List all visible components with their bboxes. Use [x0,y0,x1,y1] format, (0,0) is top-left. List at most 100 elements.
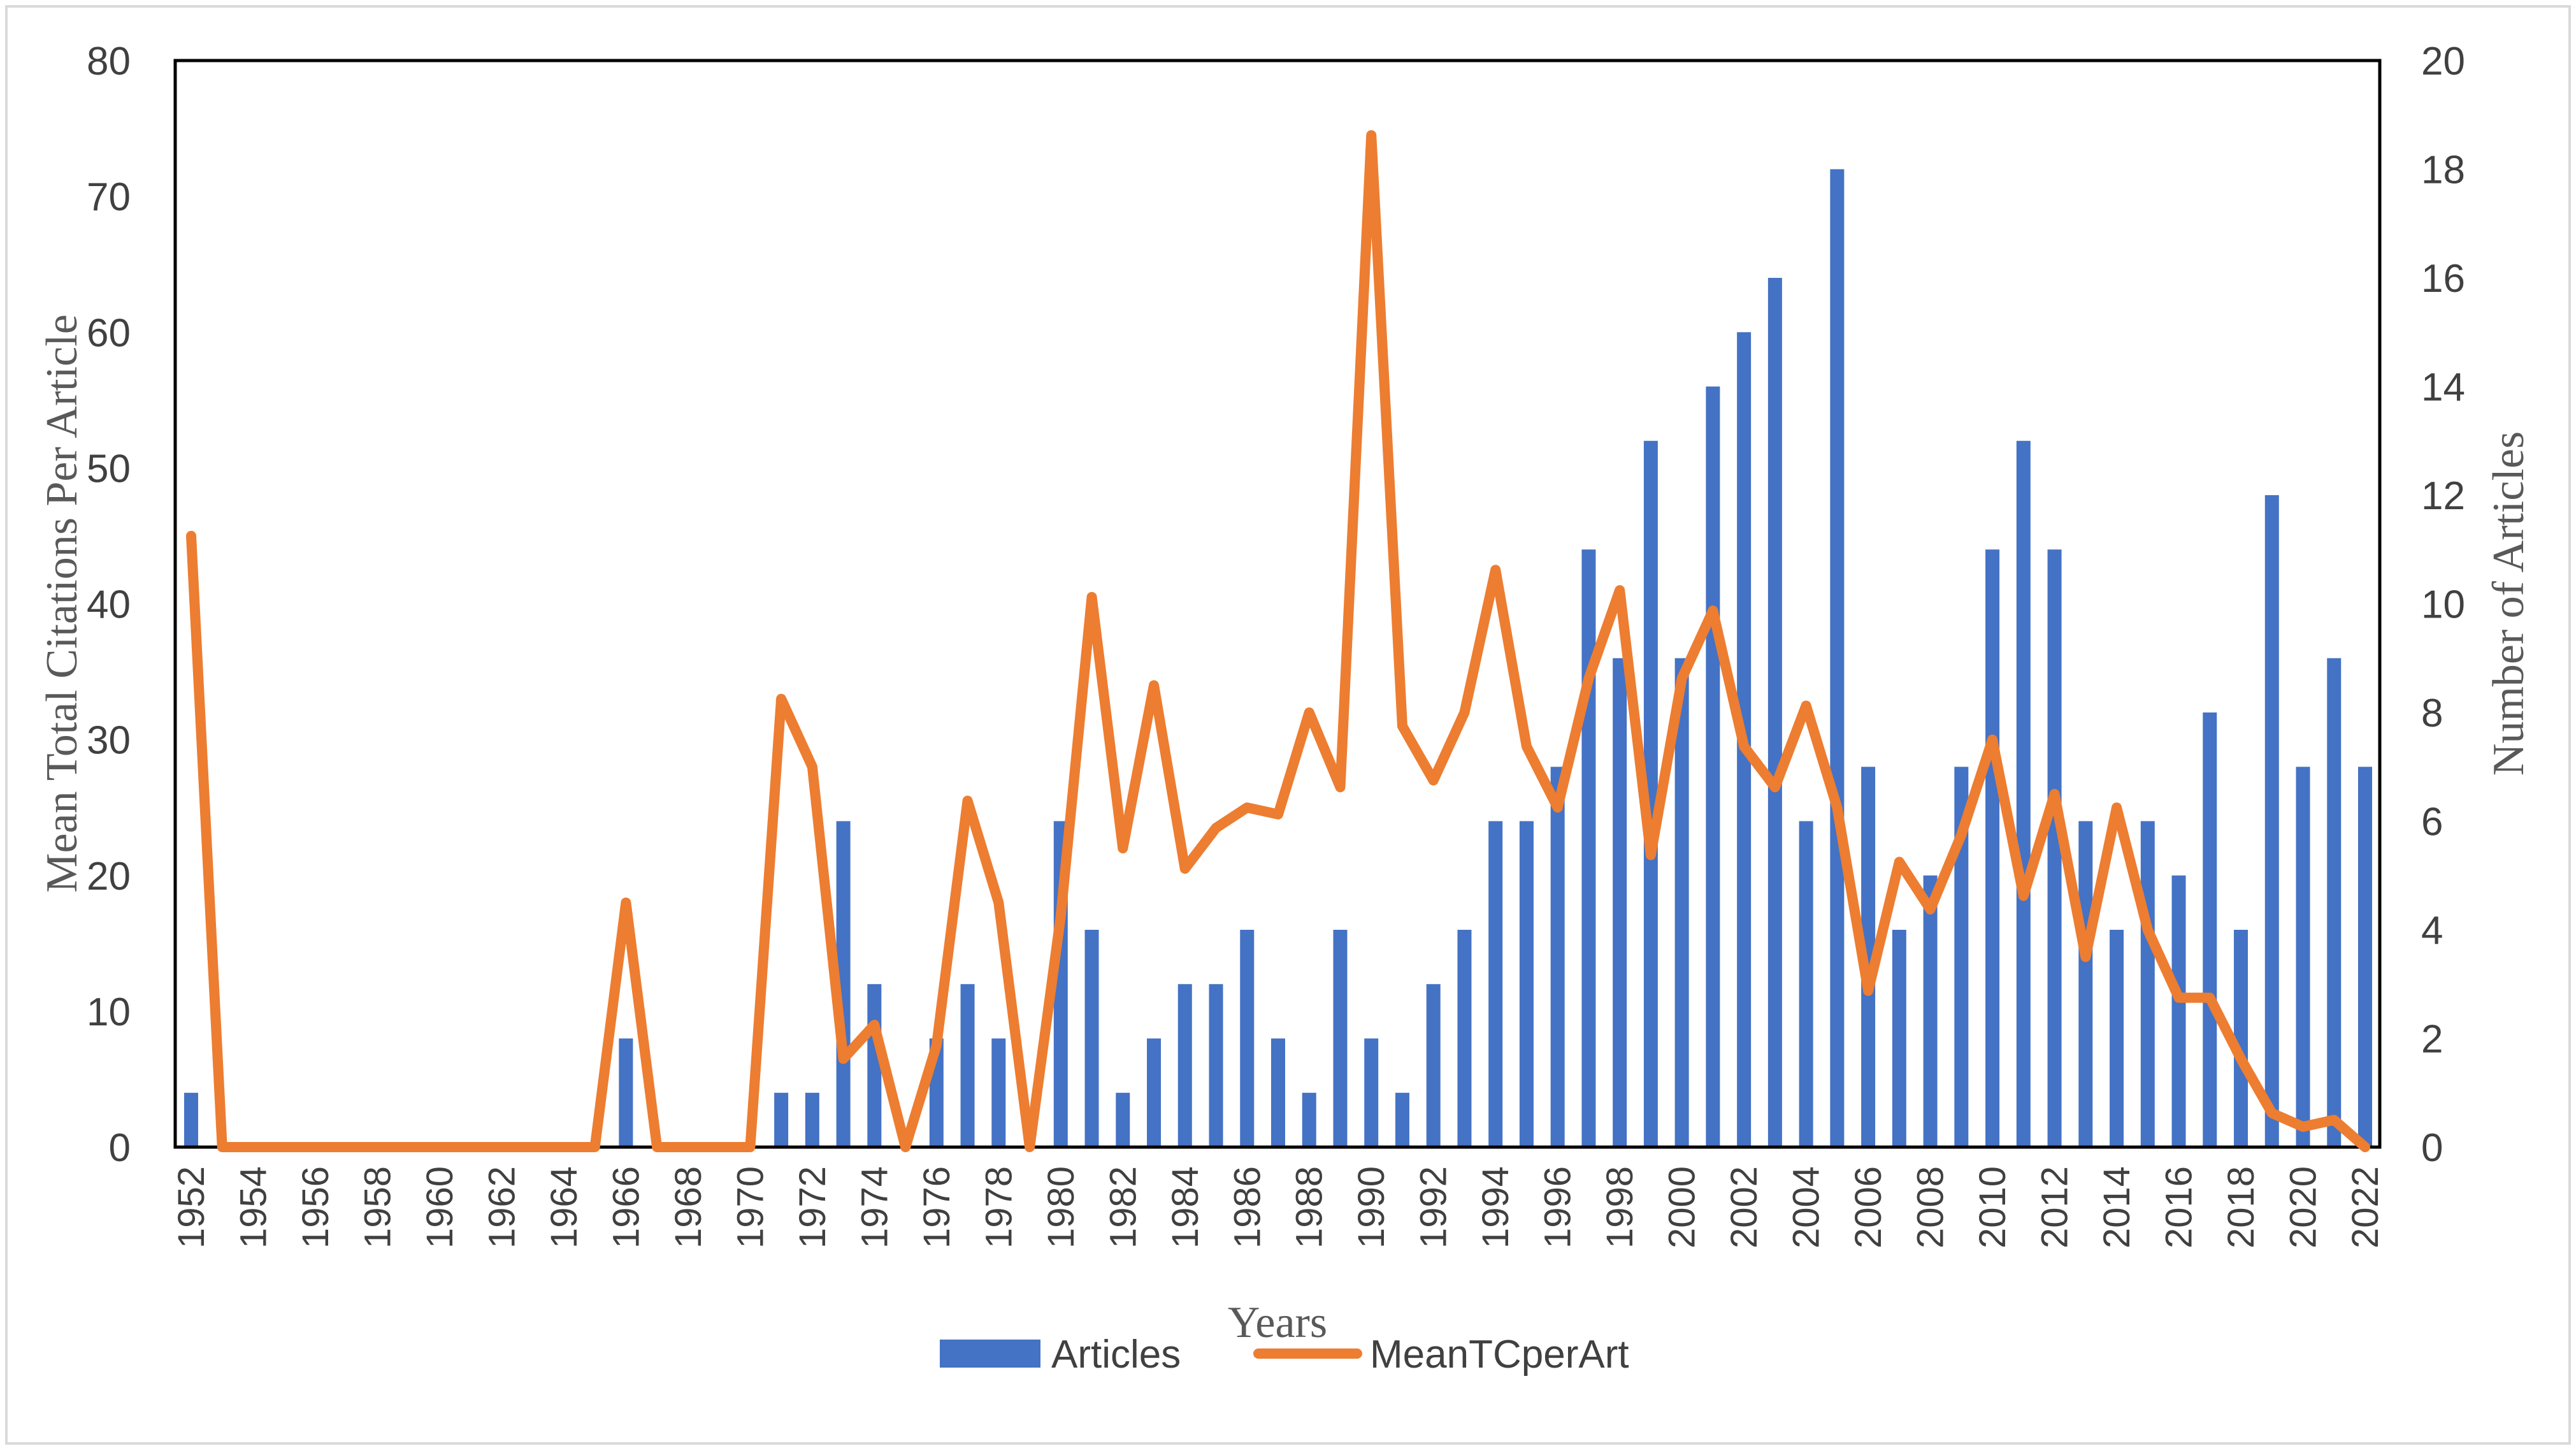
bar-1999 [1643,440,1658,1147]
bar-2008 [1923,875,1938,1147]
bar-2010 [1985,549,2000,1147]
x-tick-label: 2012 [2034,1166,2076,1248]
left-tick-label: 30 [87,719,131,763]
bar-2022 [2358,767,2372,1147]
x-tick-label: 1972 [792,1166,833,1248]
bar-1997 [1581,549,1596,1147]
bar-1989 [1333,930,1348,1147]
bar-2014 [2110,930,2124,1147]
x-tick-label: 1966 [605,1166,647,1248]
bar-1973 [836,821,851,1147]
x-tick-label: 2010 [1972,1166,2013,1248]
bar-1988 [1302,1092,1316,1147]
bar-2020 [2296,767,2310,1147]
left-tick-label: 70 [87,175,131,219]
bar-2015 [2140,821,2155,1147]
x-tick-label: 2008 [1910,1166,1952,1248]
x-tick-label: 1986 [1227,1166,1268,1248]
x-tick-label: 2016 [2159,1166,2200,1248]
right-tick-label: 4 [2421,909,2443,953]
x-tick-label: 1968 [668,1166,709,1248]
right-tick-label: 2 [2421,1018,2443,1062]
x-tick-label: 2018 [2220,1166,2262,1248]
left-tick-label: 10 [87,990,131,1034]
x-tick-label: 2004 [1786,1166,1827,1248]
legend-mean-label: MeanTCperArt [1370,1333,1629,1377]
bar-1984 [1177,984,1192,1147]
bar-2003 [1767,278,1782,1147]
bar-1985 [1209,984,1223,1147]
bar-1971 [774,1092,789,1147]
bar-2009 [1954,767,1969,1147]
bar-1952 [184,1092,198,1147]
legend: Articles MeanTCperArt [940,1333,1629,1377]
right-tick-label: 8 [2421,691,2443,735]
right-tick-label: 6 [2421,800,2443,844]
x-tick-label: 1978 [978,1166,1019,1248]
x-tick-label: 1996 [1537,1166,1579,1248]
bar-2021 [2327,658,2342,1147]
left-axis-label: Mean Total Citations Per Article [38,314,87,893]
bar-2018 [2234,930,2249,1147]
x-tick-label: 1984 [1165,1166,1206,1248]
bar-1998 [1613,658,1627,1147]
x-tick-label: 1956 [295,1166,336,1248]
bar-1974 [867,984,882,1147]
left-tick-label: 0 [109,1126,131,1170]
right-tick-label: 12 [2421,474,2465,518]
x-tick-label: 1998 [1599,1166,1641,1248]
bar-1996 [1550,767,1565,1147]
left-tick-label: 20 [87,855,131,899]
x-axis-label: Years [1228,1298,1327,1347]
bar-1977 [960,984,975,1147]
x-tick-label: 1992 [1413,1166,1455,1248]
x-tick-label: 1980 [1040,1166,1082,1248]
right-tick-label: 14 [2421,366,2465,410]
bar-2005 [1830,169,1845,1147]
x-tick-label: 1958 [357,1166,398,1248]
bar-1982 [1116,1092,1130,1147]
left-axis-ticks: 0 10 20 30 40 50 60 70 80 [87,40,131,1170]
bar-1972 [805,1092,819,1147]
x-tick-label: 2020 [2283,1166,2324,1248]
bar-2019 [2264,495,2279,1147]
bar-1966 [619,1038,633,1147]
bar-2017 [2203,712,2217,1147]
bar-2012 [2047,549,2062,1147]
bar-2007 [1892,930,1906,1147]
bar-2011 [2016,440,2031,1147]
right-tick-label: 18 [2421,148,2465,192]
bar-1987 [1271,1038,1285,1147]
x-tick-label: 1990 [1351,1166,1392,1248]
x-tick-label: 2022 [2345,1166,2386,1248]
right-tick-label: 10 [2421,583,2465,627]
bar-1992 [1426,984,1441,1147]
x-tick-label: 2014 [2096,1166,2138,1248]
mean-tc-per-art-line [186,130,2370,1152]
x-tick-label: 1952 [171,1166,212,1248]
x-tick-label: 1960 [419,1166,461,1248]
x-tick-label: 1954 [233,1166,274,1248]
right-tick-label: 20 [2421,40,2465,83]
x-tick-label: 2002 [1723,1166,1765,1248]
bar-1981 [1084,930,1099,1147]
bar-1991 [1395,1092,1409,1147]
bar-1993 [1457,930,1472,1147]
x-tick-label: 1994 [1475,1166,1516,1248]
right-axis-ticks: 0 2 4 6 8 10 12 14 16 18 20 [2421,40,2465,1170]
articles-bars [184,169,2372,1147]
x-tick-label: 1964 [543,1166,585,1248]
left-tick-label: 60 [87,311,131,355]
left-tick-label: 80 [87,40,131,83]
bar-1978 [991,1038,1006,1147]
x-tick-label: 2006 [1848,1166,1889,1248]
x-tick-label: 1976 [916,1166,958,1248]
right-tick-label: 0 [2421,1126,2443,1170]
bar-2000 [1674,658,1689,1147]
right-tick-label: 16 [2421,257,2465,301]
x-tick-label: 1988 [1289,1166,1330,1248]
bar-1986 [1240,930,1255,1147]
left-tick-label: 50 [87,447,131,491]
